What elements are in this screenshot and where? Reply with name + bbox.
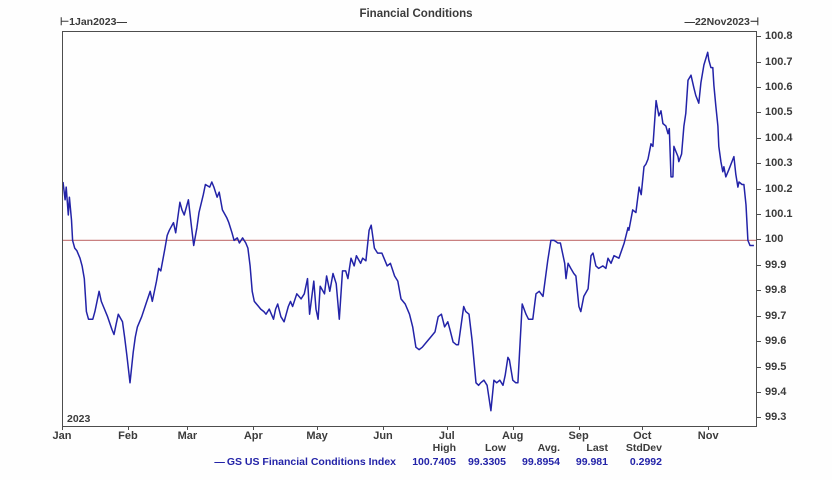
y-axis-tick <box>756 36 761 38</box>
y-axis-label: 100.2 <box>765 182 793 195</box>
y-axis-tick <box>756 417 761 419</box>
y-axis-label: 100.7 <box>765 55 793 68</box>
x-axis-tick <box>187 426 189 430</box>
y-axis-tick <box>756 112 761 114</box>
y-axis-tick <box>756 366 761 368</box>
y-axis-tick <box>756 86 761 88</box>
stat-value-avg: 99.8954 <box>522 456 560 468</box>
y-axis-label: 99.4 <box>765 386 787 398</box>
y-axis-label: 100.6 <box>765 80 793 93</box>
y-axis-label: 99.5 <box>765 360 787 373</box>
y-axis-tick <box>756 163 761 165</box>
y-axis-tick <box>756 341 761 343</box>
y-axis-tick <box>756 264 761 266</box>
plot-area: 2023 <box>62 31 757 427</box>
y-axis-label: 100.4 <box>765 131 793 144</box>
x-axis-label: Apr <box>243 430 263 442</box>
y-axis-tick <box>756 392 761 393</box>
x-axis-label: May <box>306 430 328 442</box>
legend-stats-values: — GS US Financial Conditions Index 100.74… <box>170 456 662 468</box>
stat-value-last: 99.981 <box>575 456 608 468</box>
stat-value-high: 100.7405 <box>412 456 456 468</box>
x-axis-tick <box>642 426 644 430</box>
plot-canvas <box>63 51 756 412</box>
x-axis-label: Jun <box>373 430 393 442</box>
date-range-start-label: ⊢1Jan2023— <box>60 16 127 28</box>
x-axis-tick <box>512 426 514 430</box>
x-axis-label: Sep <box>568 430 589 442</box>
x-axis-label: Jul <box>438 430 455 442</box>
y-axis-label: 100.3 <box>765 157 793 170</box>
x-axis-tick <box>62 426 63 430</box>
chart-title: Financial Conditions <box>359 8 473 20</box>
x-axis-tick <box>127 426 129 430</box>
x-axis-label: Jan <box>52 430 72 442</box>
y-axis-tick <box>756 239 761 241</box>
x-axis-label: Aug <box>501 430 524 442</box>
x-axis-label: Feb <box>118 430 138 442</box>
x-axis-tick <box>253 426 255 430</box>
series-line-sample-icon: — <box>214 456 224 468</box>
series-line <box>63 51 754 412</box>
y-axis-label: 99.9 <box>765 258 787 271</box>
y-axis-tick <box>756 315 761 317</box>
y-axis-label: 99.3 <box>765 411 787 424</box>
stat-header-high: High <box>432 442 456 454</box>
stat-header-last: Last <box>586 442 608 454</box>
stat-value-stddev: 0.2992 <box>629 456 662 468</box>
y-axis-label: 100 <box>765 233 784 246</box>
stat-value-low: 99.3305 <box>468 456 506 468</box>
y-axis-tick <box>756 290 761 292</box>
y-axis-label: 99.6 <box>765 335 787 348</box>
x-axis-tick <box>446 426 448 430</box>
x-axis-label: Nov <box>697 430 719 442</box>
y-axis-label: 100.1 <box>765 208 793 220</box>
x-axis-tick <box>578 426 580 430</box>
y-axis-label: 99.8 <box>765 284 787 297</box>
x-axis-tick <box>317 426 319 430</box>
y-axis-label: 100.5 <box>765 106 793 119</box>
x-axis-tick <box>708 426 710 430</box>
y-axis-tick <box>756 61 761 63</box>
x-axis-tick <box>383 426 384 430</box>
stat-header-avg: Avg. <box>537 442 560 454</box>
year-label: 2023 <box>67 413 91 425</box>
stat-header-low: Low <box>485 442 506 454</box>
legend-stats-headers: High Low Avg. Last StdDev <box>170 442 662 454</box>
x-axis-label: Oct <box>633 430 652 442</box>
y-axis-label: 100.8 <box>765 30 793 43</box>
legend-series-name: GS US Financial Conditions Index <box>226 456 396 468</box>
date-range-end-label: —22Nov2023⊣ <box>684 16 759 28</box>
x-axis-label: Mar <box>177 430 198 442</box>
y-axis-tick <box>756 137 761 139</box>
y-axis-label: 99.7 <box>765 309 787 322</box>
stat-header-stddev: StdDev <box>625 442 662 454</box>
y-axis-tick <box>756 214 761 215</box>
y-axis-tick <box>756 188 761 190</box>
legend-series-entry: — GS US Financial Conditions Index <box>170 456 396 468</box>
